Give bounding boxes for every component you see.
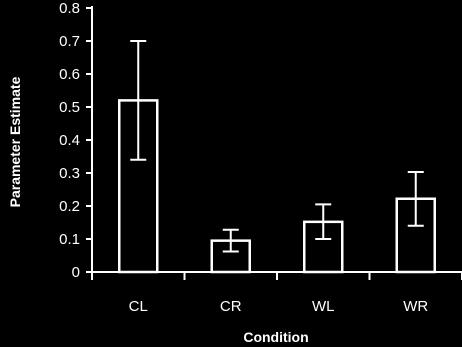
y-tick-label: 0 xyxy=(72,264,80,281)
x-tick-label: CR xyxy=(220,298,242,315)
plot-area: 0 0.1 0.2 0.3 0.4 0.5 0.6 0.7 0.8 CL CR WL WR xyxy=(59,0,462,315)
y-tick-label: 0.6 xyxy=(59,66,80,83)
y-tick-label: 0.2 xyxy=(59,198,80,215)
y-tick-label: 0.4 xyxy=(59,132,80,149)
x-tick-label: WR xyxy=(403,298,428,315)
x-tick-label: WL xyxy=(312,298,335,315)
y-tick-label: 0.7 xyxy=(59,33,80,50)
y-axis-title: Parameter Estimate xyxy=(7,76,23,207)
x-tick-label: CL xyxy=(129,298,148,315)
y-tick-label: 0.3 xyxy=(59,165,80,182)
y-tick-label: 0.1 xyxy=(59,231,80,248)
y-tick-label: 0.5 xyxy=(59,99,80,116)
x-axis-title: Condition xyxy=(243,329,308,345)
y-tick-label: 0.8 xyxy=(59,0,80,17)
